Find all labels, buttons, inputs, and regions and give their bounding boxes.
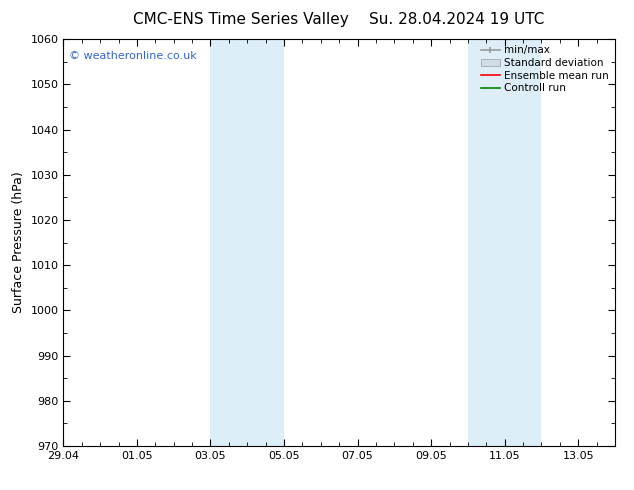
Legend: min/max, Standard deviation, Ensemble mean run, Controll run: min/max, Standard deviation, Ensemble me… — [477, 41, 613, 98]
Bar — [486, 39, 541, 446]
Text: © weatheronline.co.uk: © weatheronline.co.uk — [69, 51, 197, 61]
Bar — [468, 39, 486, 446]
Text: Su. 28.04.2024 19 UTC: Su. 28.04.2024 19 UTC — [369, 12, 544, 27]
Y-axis label: Surface Pressure (hPa): Surface Pressure (hPa) — [12, 172, 25, 314]
Bar — [210, 39, 229, 446]
Bar — [229, 39, 284, 446]
Text: CMC-ENS Time Series Valley: CMC-ENS Time Series Valley — [133, 12, 349, 27]
